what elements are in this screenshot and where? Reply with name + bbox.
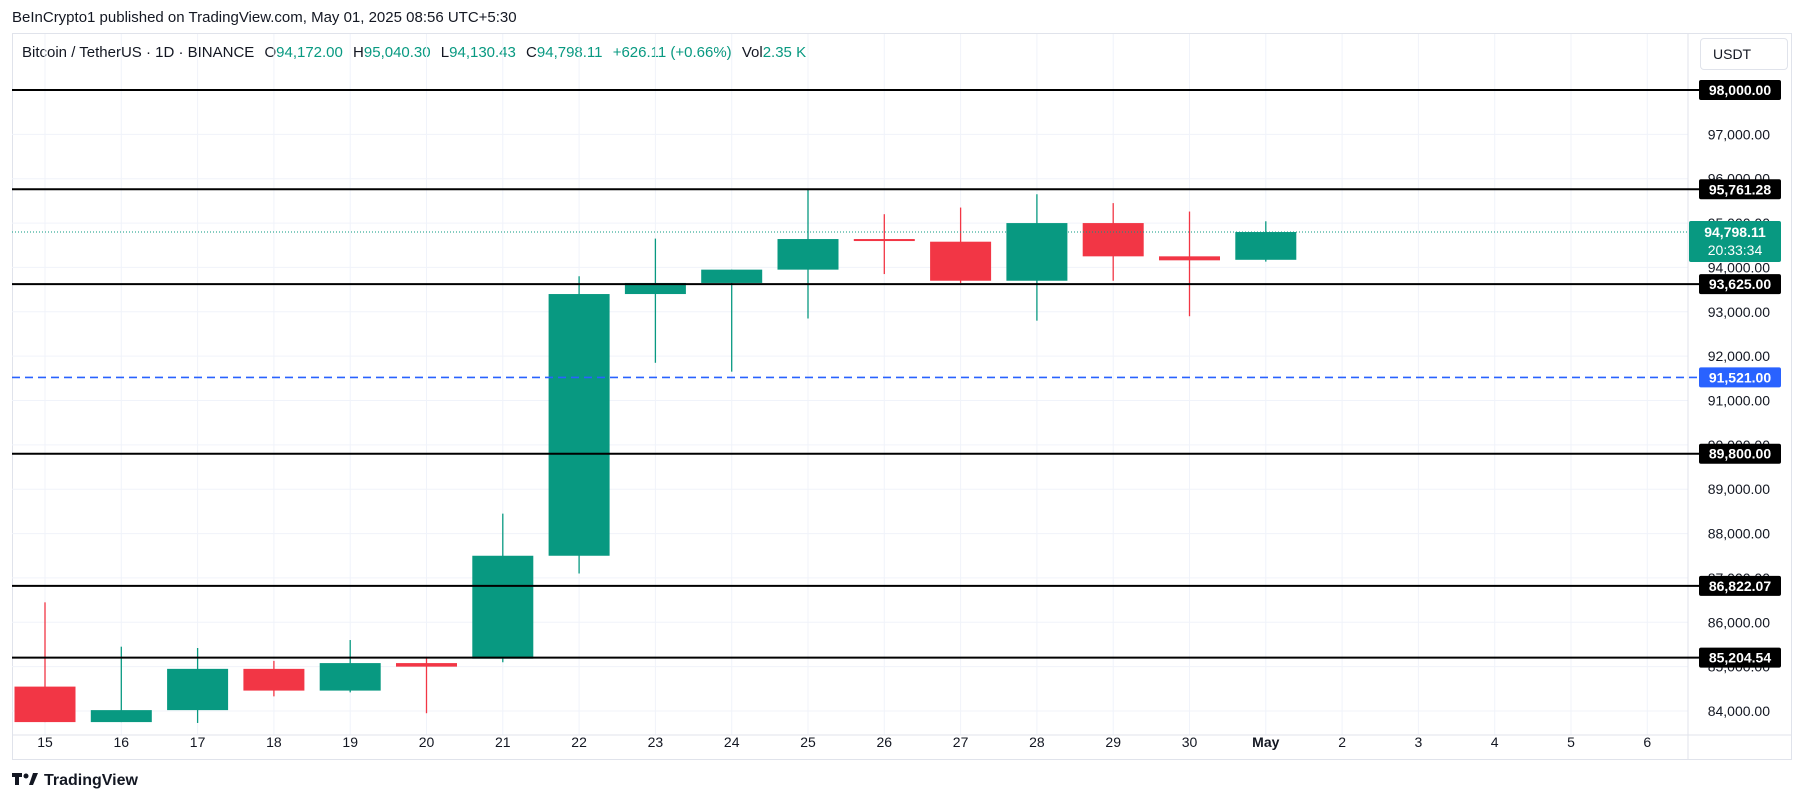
candle-body: [90, 710, 152, 723]
candle-countdown: 20:33:34: [1708, 242, 1763, 258]
close-key: C: [526, 44, 537, 61]
x-tick-label: 15: [37, 734, 53, 750]
x-tick-label: 26: [877, 734, 893, 750]
x-tick-label: May: [1252, 734, 1279, 750]
level-badge: [1699, 80, 1781, 100]
level-badge: [1699, 647, 1781, 668]
candle-body: [701, 269, 763, 283]
level-badge: [1699, 274, 1781, 295]
volume-key: Vol: [741, 44, 763, 61]
x-tick-label: 25: [800, 734, 816, 750]
level-badge: [1699, 443, 1781, 464]
level-label: 86,822.07: [1709, 578, 1771, 594]
y-tick-label: 94,000.00: [1708, 259, 1770, 275]
y-tick-label: 88,000.00: [1708, 526, 1770, 542]
high-value: 95,040.30: [363, 44, 431, 61]
x-tick-label: 28: [1029, 734, 1045, 750]
y-tick-label: 92,000.00: [1708, 348, 1770, 364]
publisher-line: BeInCrypto1 published on TradingView.com…: [12, 9, 517, 26]
level-label: 98,000.00: [1709, 82, 1771, 98]
horizontal-levels[interactable]: 94,798.11 20:33:34 98,000.00 95,761.28 93,62…: [12, 80, 1781, 668]
candlestick-chart[interactable]: 84,000.0085,000.0086,000.0087,000.0088,0…: [0, 0, 1804, 760]
x-tick-label: 29: [1105, 734, 1121, 750]
close-value: 94,798.11: [536, 44, 603, 61]
change-value: +626.11 (+0.66%): [612, 44, 732, 61]
y-axis: 84,000.0085,000.0086,000.0087,000.0088,0…: [1708, 126, 1770, 719]
candles: [14, 189, 1297, 723]
y-tick-label: 84,000.00: [1708, 703, 1770, 719]
low-key: L: [440, 44, 450, 61]
grid-layer: [12, 34, 1792, 760]
level-label: 91,521.00: [1709, 369, 1771, 385]
level-label: 89,800.00: [1709, 446, 1771, 462]
candle-body: [853, 239, 915, 242]
candle-body: [396, 663, 457, 667]
y-tick-label: 97,000.00: [1708, 126, 1770, 142]
candle-body: [14, 686, 76, 723]
candle-body: [167, 668, 229, 711]
candle-body: [548, 294, 610, 556]
x-tick-label: 6: [1643, 734, 1651, 750]
y-tick-label: 91,000.00: [1708, 393, 1770, 409]
x-tick-label: 22: [571, 734, 587, 750]
x-axis: 15 16 17 18 19 20 21 22 23 24 25 26 27 28 29 30 May 2 3 4 5 6: [37, 734, 1651, 750]
level-badge: [1699, 179, 1781, 200]
volume-value: 2.35 K: [762, 44, 807, 61]
currency-button[interactable]: USDT: [1700, 38, 1788, 70]
candle-body: [1235, 232, 1297, 260]
level-badge: [1699, 367, 1781, 388]
x-tick-label: 17: [190, 734, 206, 750]
chart-frame: [12, 33, 1792, 760]
last-price-label: 94,798.11: [1704, 224, 1766, 240]
x-tick-label: 27: [953, 734, 969, 750]
candle-body: [1006, 223, 1068, 281]
last-price-badge: [1689, 221, 1781, 263]
candle-body: [777, 239, 839, 270]
candle-body: [624, 282, 686, 295]
level-label: 93,625.00: [1709, 276, 1771, 292]
candle-body: [930, 241, 992, 281]
tradingview-logo-icon: [12, 772, 38, 790]
x-tick-label: 24: [724, 734, 740, 750]
y-tick-label: 93,000.00: [1708, 304, 1770, 320]
x-tick-label: 19: [342, 734, 358, 750]
x-tick-label: 21: [495, 734, 511, 750]
x-tick-label: 2: [1338, 734, 1346, 750]
candle-body: [243, 668, 305, 691]
tradingview-label: TradingView: [44, 772, 138, 789]
x-tick-label: 4: [1491, 734, 1499, 750]
open-key: O: [264, 44, 277, 61]
level-label: 85,204.54: [1709, 650, 1771, 666]
level-label: 95,761.28: [1709, 181, 1771, 197]
x-tick-label: 16: [114, 734, 130, 750]
low-value: 94,130.43: [449, 44, 516, 61]
symbol-label[interactable]: Bitcoin / TetherUS · 1D · BINANCE: [22, 44, 255, 61]
x-tick-label: 23: [648, 734, 664, 750]
x-tick-label: 3: [1415, 734, 1423, 750]
candle-body: [319, 663, 381, 691]
high-key: H: [353, 44, 364, 61]
x-tick-label: 5: [1567, 734, 1575, 750]
tradingview-branding[interactable]: TradingView: [12, 772, 138, 790]
y-tick-label: 86,000.00: [1708, 614, 1770, 630]
x-tick-label: 20: [419, 734, 435, 750]
ohlc-legend: Bitcoin / TetherUS · 1D · BINANCE O94,17…: [22, 44, 812, 61]
candle-body: [1082, 223, 1144, 257]
candle-body: [472, 555, 534, 659]
candle-body: [1159, 256, 1220, 261]
x-tick-label: 30: [1182, 734, 1198, 750]
level-badge: [1699, 575, 1781, 596]
open-value: 94,172.00: [276, 44, 343, 61]
y-tick-label: 89,000.00: [1708, 481, 1770, 497]
x-tick-label: 18: [266, 734, 282, 750]
